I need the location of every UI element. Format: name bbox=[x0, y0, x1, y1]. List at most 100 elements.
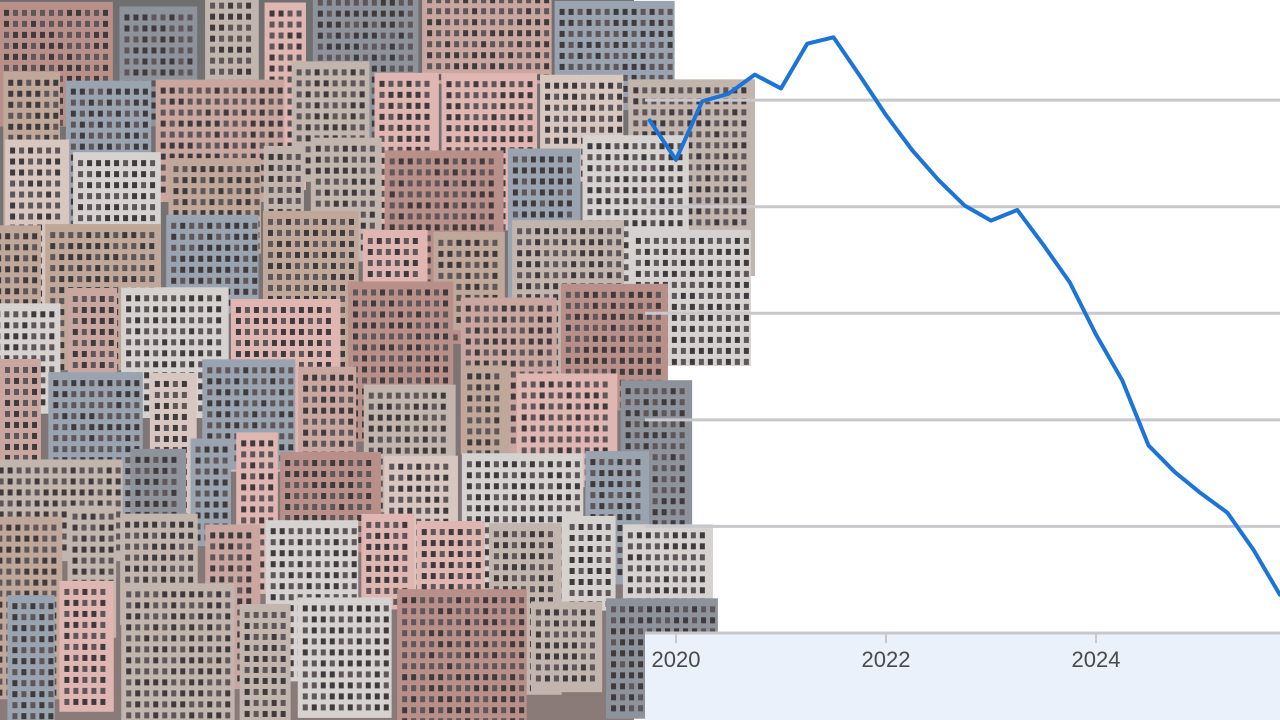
window bbox=[646, 324, 652, 331]
window bbox=[252, 389, 258, 396]
window bbox=[169, 14, 175, 21]
window bbox=[385, 260, 391, 267]
window bbox=[696, 142, 702, 149]
window bbox=[173, 177, 179, 184]
window bbox=[557, 156, 563, 163]
window bbox=[296, 113, 302, 120]
window bbox=[581, 82, 587, 89]
window bbox=[443, 344, 449, 351]
window bbox=[653, 270, 659, 277]
window bbox=[526, 0, 532, 4]
window bbox=[360, 167, 366, 174]
window bbox=[655, 302, 661, 309]
window bbox=[294, 295, 300, 302]
window bbox=[59, 309, 65, 316]
window bbox=[614, 187, 620, 194]
window bbox=[87, 182, 93, 189]
window bbox=[227, 188, 233, 195]
window bbox=[488, 191, 494, 198]
window bbox=[103, 20, 109, 27]
window bbox=[126, 306, 132, 313]
window bbox=[559, 19, 565, 26]
window bbox=[563, 104, 569, 111]
window bbox=[389, 224, 395, 231]
window bbox=[144, 295, 150, 302]
window bbox=[216, 244, 222, 251]
window bbox=[23, 244, 29, 251]
window bbox=[234, 277, 240, 284]
window bbox=[518, 103, 524, 110]
window bbox=[587, 209, 593, 216]
window bbox=[637, 357, 643, 364]
window bbox=[677, 154, 683, 161]
window bbox=[90, 317, 96, 324]
window bbox=[98, 413, 104, 420]
window bbox=[267, 262, 273, 269]
window bbox=[563, 93, 569, 100]
window bbox=[608, 104, 614, 111]
window bbox=[456, 316, 462, 323]
window bbox=[87, 193, 93, 200]
window bbox=[28, 180, 34, 187]
window bbox=[207, 295, 213, 302]
window bbox=[483, 360, 489, 367]
window bbox=[321, 407, 327, 414]
window bbox=[631, 63, 637, 70]
window bbox=[241, 120, 247, 127]
window bbox=[732, 186, 738, 193]
window bbox=[476, 439, 482, 446]
window bbox=[490, 0, 496, 4]
window bbox=[716, 292, 722, 299]
window bbox=[232, 153, 238, 160]
window bbox=[494, 417, 500, 424]
window bbox=[205, 131, 211, 138]
window bbox=[491, 125, 497, 132]
window bbox=[314, 69, 320, 76]
window bbox=[243, 255, 249, 262]
window bbox=[348, 229, 354, 236]
window bbox=[305, 146, 311, 153]
window bbox=[677, 187, 683, 194]
window bbox=[545, 115, 551, 122]
window bbox=[89, 424, 95, 431]
window bbox=[268, 87, 274, 94]
window bbox=[474, 283, 480, 290]
window bbox=[10, 147, 16, 154]
window bbox=[467, 373, 473, 380]
window bbox=[116, 446, 122, 453]
window bbox=[474, 250, 480, 257]
window bbox=[296, 32, 302, 39]
window bbox=[623, 264, 629, 271]
window bbox=[243, 400, 249, 407]
window bbox=[351, 200, 357, 207]
window bbox=[743, 314, 749, 321]
window bbox=[317, 10, 323, 17]
window bbox=[732, 131, 738, 138]
window bbox=[173, 188, 179, 195]
window bbox=[574, 335, 580, 342]
window bbox=[153, 317, 159, 324]
window bbox=[196, 153, 202, 160]
window bbox=[492, 360, 498, 367]
window bbox=[557, 189, 563, 196]
window bbox=[173, 210, 179, 217]
window bbox=[348, 262, 354, 269]
window bbox=[287, 98, 293, 105]
window bbox=[330, 407, 336, 414]
window bbox=[521, 167, 527, 174]
window bbox=[482, 114, 488, 121]
window bbox=[142, 69, 148, 76]
window bbox=[142, 88, 148, 95]
window bbox=[716, 358, 722, 365]
window bbox=[37, 202, 43, 209]
window bbox=[698, 248, 704, 255]
window bbox=[151, 58, 157, 65]
window bbox=[276, 251, 282, 258]
window bbox=[99, 339, 105, 346]
window bbox=[160, 14, 166, 21]
window bbox=[517, 239, 523, 246]
window bbox=[510, 338, 516, 345]
window bbox=[377, 414, 383, 421]
window bbox=[641, 143, 647, 150]
window bbox=[482, 92, 488, 99]
